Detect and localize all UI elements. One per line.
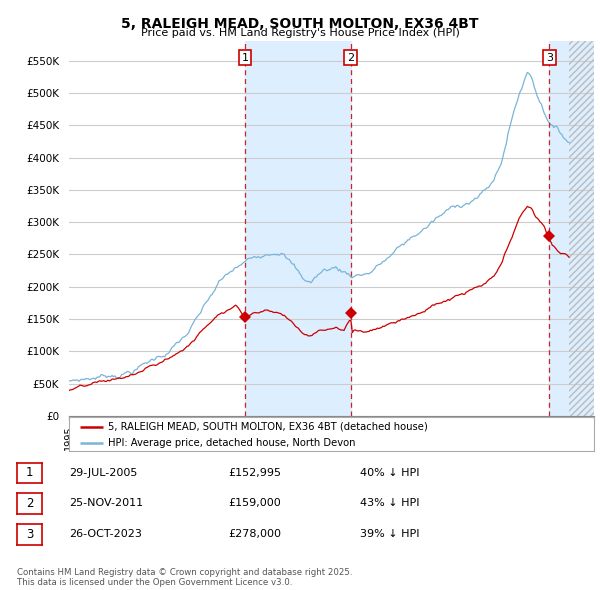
Text: HPI: Average price, detached house, North Devon: HPI: Average price, detached house, Nort… xyxy=(109,438,356,448)
Text: 5, RALEIGH MEAD, SOUTH MOLTON, EX36 4BT: 5, RALEIGH MEAD, SOUTH MOLTON, EX36 4BT xyxy=(121,17,479,31)
Text: 25-NOV-2011: 25-NOV-2011 xyxy=(69,499,143,508)
Text: 2: 2 xyxy=(347,53,354,63)
Text: 40% ↓ HPI: 40% ↓ HPI xyxy=(360,468,419,477)
Text: 5, RALEIGH MEAD, SOUTH MOLTON, EX36 4BT (detached house): 5, RALEIGH MEAD, SOUTH MOLTON, EX36 4BT … xyxy=(109,422,428,432)
Text: Contains HM Land Registry data © Crown copyright and database right 2025.
This d: Contains HM Land Registry data © Crown c… xyxy=(17,568,352,587)
Text: 2: 2 xyxy=(26,497,33,510)
Text: 43% ↓ HPI: 43% ↓ HPI xyxy=(360,499,419,508)
Text: 1: 1 xyxy=(242,53,249,63)
Text: 29-JUL-2005: 29-JUL-2005 xyxy=(69,468,137,477)
Text: £152,995: £152,995 xyxy=(228,468,281,477)
Text: £278,000: £278,000 xyxy=(228,529,281,539)
Bar xyxy=(245,41,350,416)
Text: £159,000: £159,000 xyxy=(228,499,281,508)
Text: 3: 3 xyxy=(26,527,33,541)
Text: 1: 1 xyxy=(26,466,33,480)
Text: Price paid vs. HM Land Registry's House Price Index (HPI): Price paid vs. HM Land Registry's House … xyxy=(140,28,460,38)
Text: 26-OCT-2023: 26-OCT-2023 xyxy=(69,529,142,539)
Text: 39% ↓ HPI: 39% ↓ HPI xyxy=(360,529,419,539)
Text: 3: 3 xyxy=(546,53,553,63)
Bar xyxy=(549,41,594,416)
